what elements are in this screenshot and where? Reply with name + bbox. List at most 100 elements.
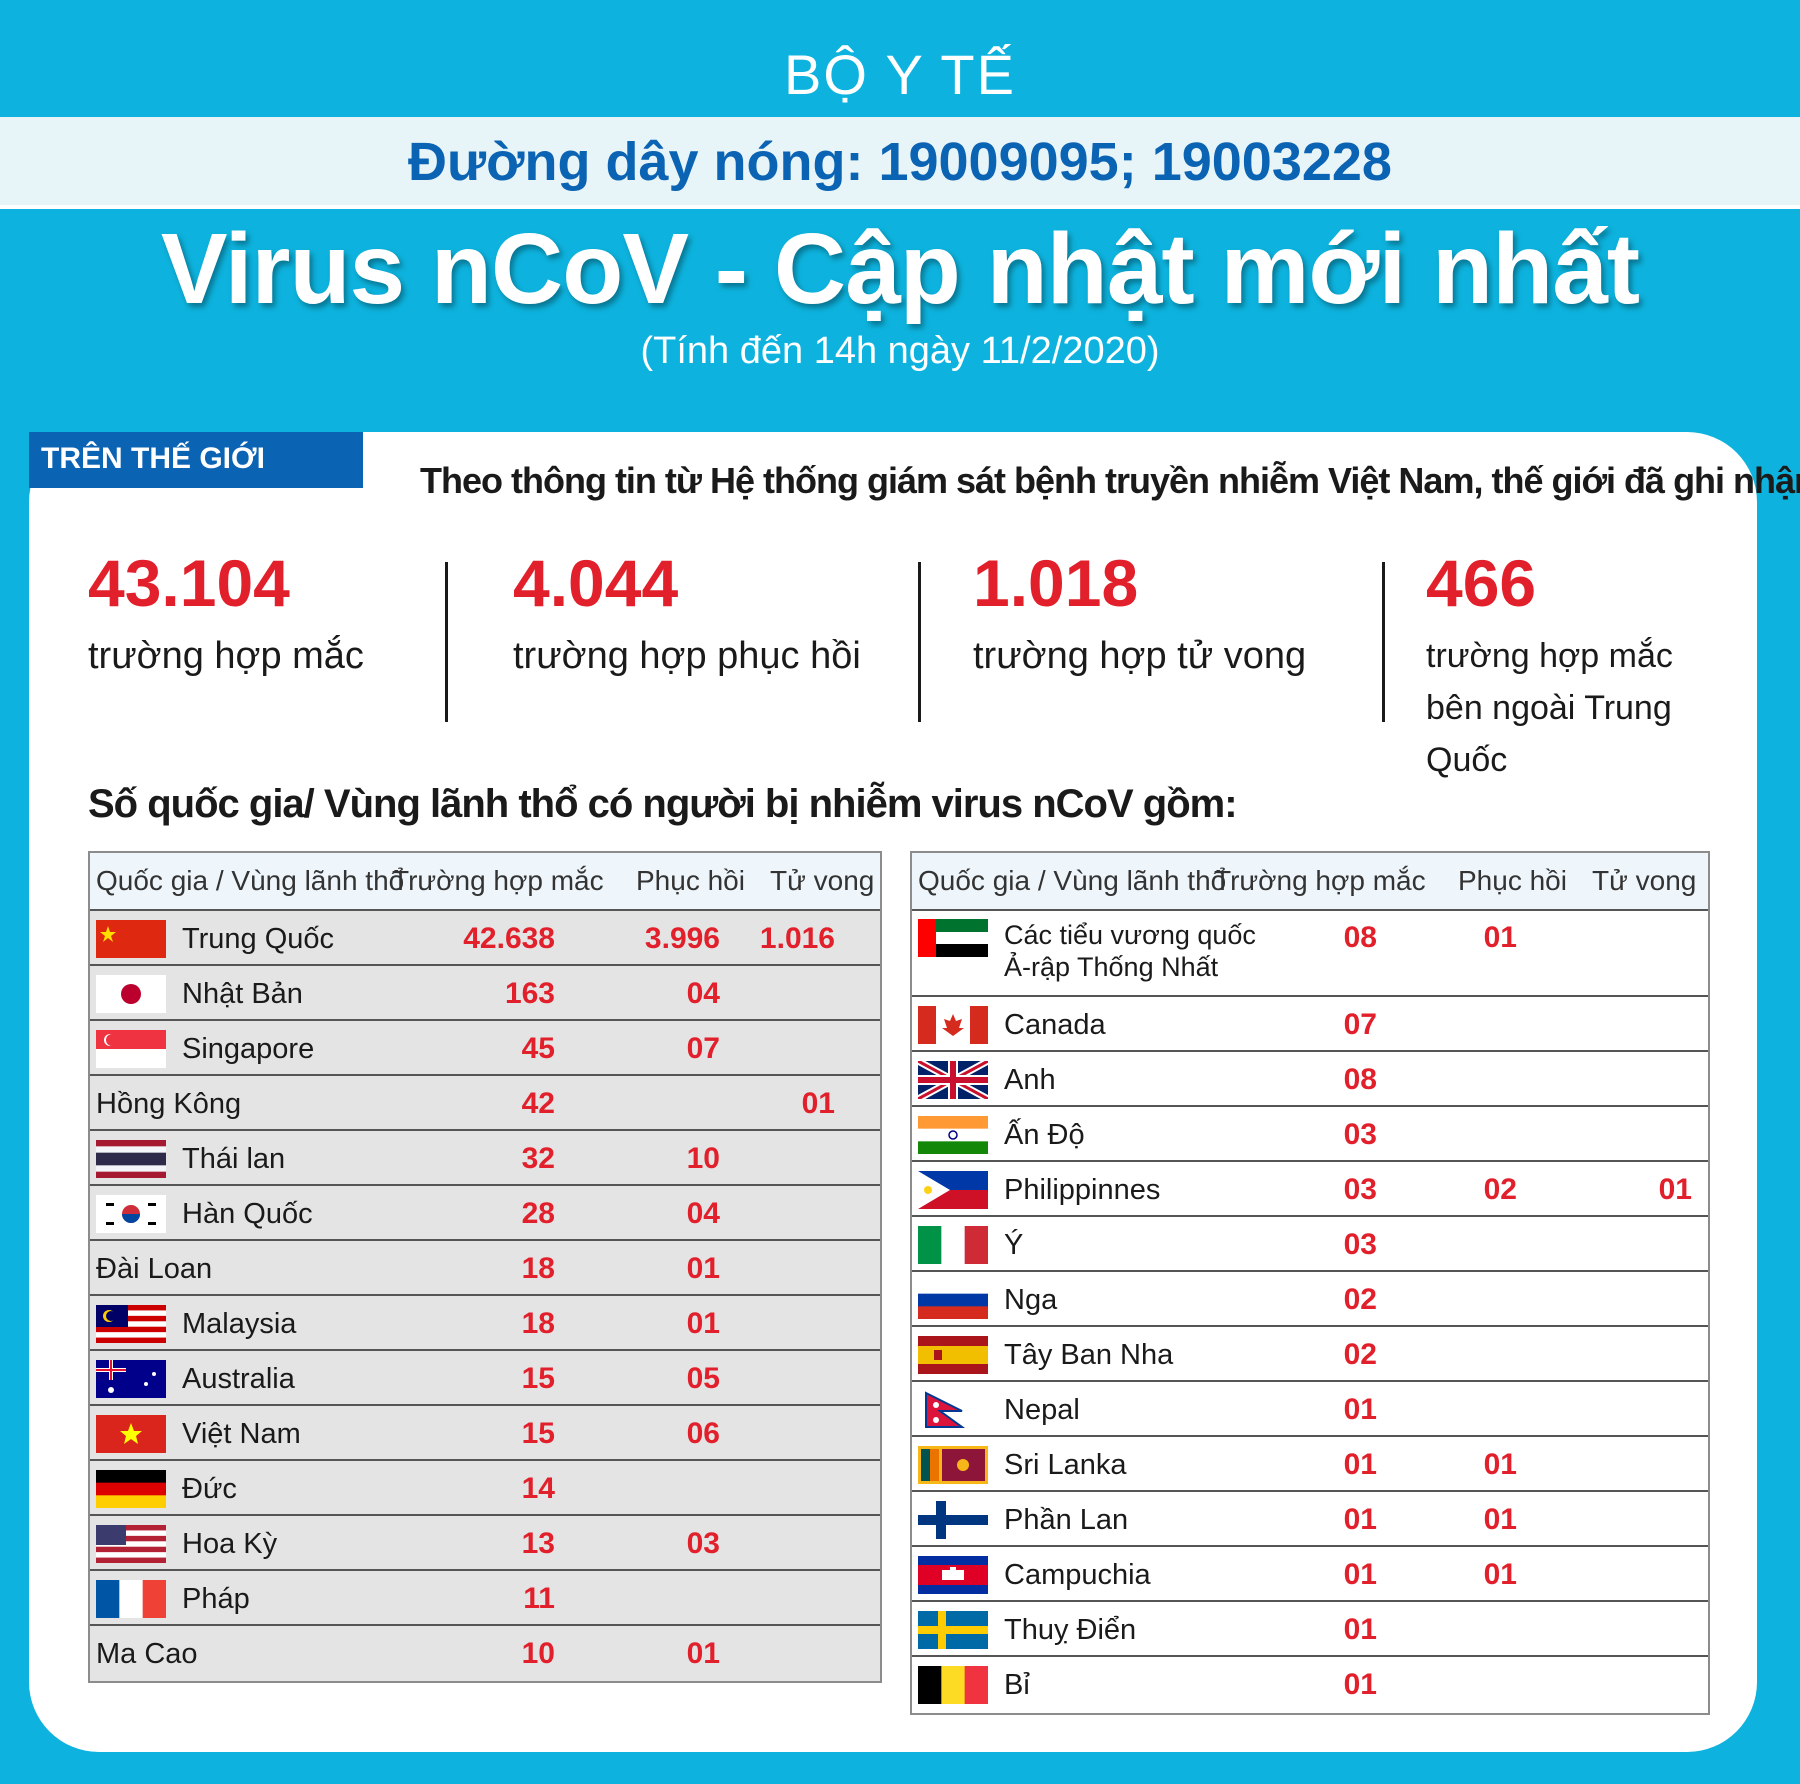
value-cases: 01 bbox=[1343, 1667, 1377, 1701]
country-name: Sri Lanka bbox=[1004, 1448, 1127, 1481]
country-name: Hoa Kỳ bbox=[182, 1527, 278, 1560]
stat-recovered: 4.044 trường hợp phục hồi bbox=[513, 548, 861, 682]
table-row: Canada 07 bbox=[912, 995, 1708, 1052]
value-cases: 08 bbox=[1343, 1062, 1377, 1096]
table-row: Đài Loan 18 01 bbox=[90, 1239, 880, 1296]
stat-divider bbox=[918, 562, 921, 722]
value-cases: 42 bbox=[521, 1086, 555, 1120]
page-title: Virus nCoV - Cập nhật mới nhất bbox=[160, 213, 1640, 325]
table-header: Quốc gia / Vùng lãnh thổ Trường hợp mắc … bbox=[912, 853, 1708, 911]
country-name: Đài Loan bbox=[96, 1252, 213, 1285]
flag-uk-icon bbox=[918, 1060, 988, 1099]
right-countries-table: Quốc gia / Vùng lãnh thổ Trường hợp mắc … bbox=[910, 851, 1710, 1715]
table-row: Tây Ban Nha 02 bbox=[912, 1325, 1708, 1382]
country-name: Hàn Quốc bbox=[182, 1197, 313, 1230]
country-name: Nepal bbox=[1004, 1393, 1080, 1426]
flag-uae-icon bbox=[918, 919, 988, 957]
country-name: Thuỵ Điển bbox=[1004, 1613, 1137, 1646]
left-countries-table: Quốc gia / Vùng lãnh thổ Trường hợp mắc … bbox=[88, 851, 882, 1683]
table-row: Đức 14 bbox=[90, 1459, 880, 1516]
value-recovered: 01 bbox=[686, 1251, 720, 1285]
flag-germany-icon bbox=[96, 1469, 166, 1508]
value-cases: 02 bbox=[1343, 1337, 1377, 1371]
table-row: Hồng Kông 42 01 bbox=[90, 1074, 880, 1131]
organization-title: BỘ Y TẾ bbox=[784, 43, 1016, 106]
value-recovered: 02 bbox=[1483, 1172, 1517, 1206]
table-row: Hàn Quốc 28 04 bbox=[90, 1184, 880, 1241]
section-tab-label: TRÊN THẾ GIỚI bbox=[41, 442, 265, 475]
intro-text: Theo thông tin từ Hệ thống giám sát bệnh… bbox=[420, 460, 1800, 501]
flag-philippines-icon bbox=[918, 1170, 988, 1209]
value-cases: 03 bbox=[1343, 1227, 1377, 1261]
country-name: Ma Cao bbox=[96, 1637, 198, 1670]
stat-cases: 43.104 trường hợp mắc bbox=[88, 548, 364, 682]
country-name: Ý bbox=[1004, 1228, 1024, 1261]
country-name: Nhật Bản bbox=[182, 977, 303, 1010]
country-name: Đức bbox=[182, 1472, 237, 1505]
header-deaths: Tử vong bbox=[1592, 865, 1697, 896]
flag-india-icon bbox=[918, 1115, 988, 1154]
value-cases: 42.638 bbox=[463, 921, 555, 955]
table-row: Các tiểu vương quốc Ả-rập Thống Nhất 08 01 bbox=[912, 909, 1708, 997]
flag-cambodia-icon bbox=[918, 1555, 988, 1594]
value-recovered: 04 bbox=[686, 976, 720, 1010]
table-row: Thái lan 32 10 bbox=[90, 1129, 880, 1186]
flag-france-icon bbox=[96, 1579, 166, 1618]
table-row: Pháp 11 bbox=[90, 1569, 880, 1626]
hotline-text: Đường dây nóng: 19009095; 19003228 bbox=[408, 132, 1392, 192]
country-name: Bỉ bbox=[1004, 1668, 1030, 1701]
stat-label: trường hợp phục hồi bbox=[513, 635, 861, 677]
header-cases: Trường hợp mắc bbox=[1214, 865, 1426, 896]
value-cases: 11 bbox=[523, 1581, 555, 1615]
country-name: Ấn Độ bbox=[1004, 1118, 1085, 1151]
value-recovered: 04 bbox=[686, 1196, 720, 1230]
flag-canada-icon bbox=[918, 1005, 988, 1044]
country-name: Trung Quốc bbox=[182, 922, 335, 955]
country-name: Việt Nam bbox=[182, 1417, 301, 1450]
hotline-band: Đường dây nóng: 19009095; 19003228 bbox=[0, 117, 1800, 209]
country-name: Singapore bbox=[182, 1032, 315, 1065]
value-cases: 32 bbox=[521, 1141, 555, 1175]
country-name: Malaysia bbox=[182, 1307, 297, 1340]
value-recovered: 05 bbox=[686, 1361, 720, 1395]
flag-finland-icon bbox=[918, 1500, 988, 1539]
header-country: Quốc gia / Vùng lãnh thổ bbox=[96, 865, 405, 896]
country-name: Pháp bbox=[182, 1582, 250, 1615]
table-row: Philippinnes 03 02 01 bbox=[912, 1160, 1708, 1217]
table-row: Campuchia 01 01 bbox=[912, 1545, 1708, 1602]
value-cases: 45 bbox=[521, 1031, 555, 1065]
value-cases: 15 bbox=[521, 1361, 555, 1395]
flag-vietnam-icon bbox=[96, 1414, 166, 1453]
value-cases: 15 bbox=[521, 1416, 555, 1450]
value-cases: 01 bbox=[1343, 1557, 1377, 1591]
value-cases: 18 bbox=[521, 1251, 555, 1285]
value-cases: 01 bbox=[1343, 1447, 1377, 1481]
country-name: Các tiểu vương quốc Ả-rập Thống Nhất bbox=[1004, 920, 1256, 982]
value-recovered: 06 bbox=[686, 1416, 720, 1450]
flag-singapore-icon bbox=[96, 1029, 166, 1068]
header-cases: Trường hợp mắc bbox=[392, 865, 604, 896]
flag-spain-icon bbox=[918, 1335, 988, 1374]
table-row: Ma Cao 10 01 bbox=[90, 1624, 880, 1681]
table-row: Trung Quốc 42.638 3.996 1.016 bbox=[90, 909, 880, 966]
value-deaths: 01 bbox=[1658, 1172, 1692, 1206]
table-row: Nhật Bản 163 04 bbox=[90, 964, 880, 1021]
header-recovered: Phục hồi bbox=[1458, 865, 1567, 896]
value-cases: 07 bbox=[1343, 1007, 1377, 1041]
country-name: Hồng Kông bbox=[96, 1087, 242, 1120]
value-cases: 08 bbox=[1343, 921, 1377, 954]
country-name: Australia bbox=[182, 1362, 295, 1395]
table-row: Ấn Độ 03 bbox=[912, 1105, 1708, 1162]
table-row: Ý 03 bbox=[912, 1215, 1708, 1272]
value-recovered: 01 bbox=[1483, 1447, 1517, 1481]
value-recovered: 10 bbox=[686, 1141, 720, 1175]
value-cases: 03 bbox=[1343, 1172, 1377, 1206]
value-cases: 28 bbox=[521, 1196, 555, 1230]
flag-russia-icon bbox=[918, 1280, 988, 1319]
flag-italy-icon bbox=[918, 1225, 988, 1264]
value-recovered: 01 bbox=[1483, 1557, 1517, 1591]
table-row: Hoa Kỳ 13 03 bbox=[90, 1514, 880, 1571]
stat-label: trường hợp mắc bbox=[88, 635, 364, 677]
country-name: Thái lan bbox=[182, 1142, 286, 1175]
flag-nepal-icon bbox=[918, 1390, 988, 1429]
